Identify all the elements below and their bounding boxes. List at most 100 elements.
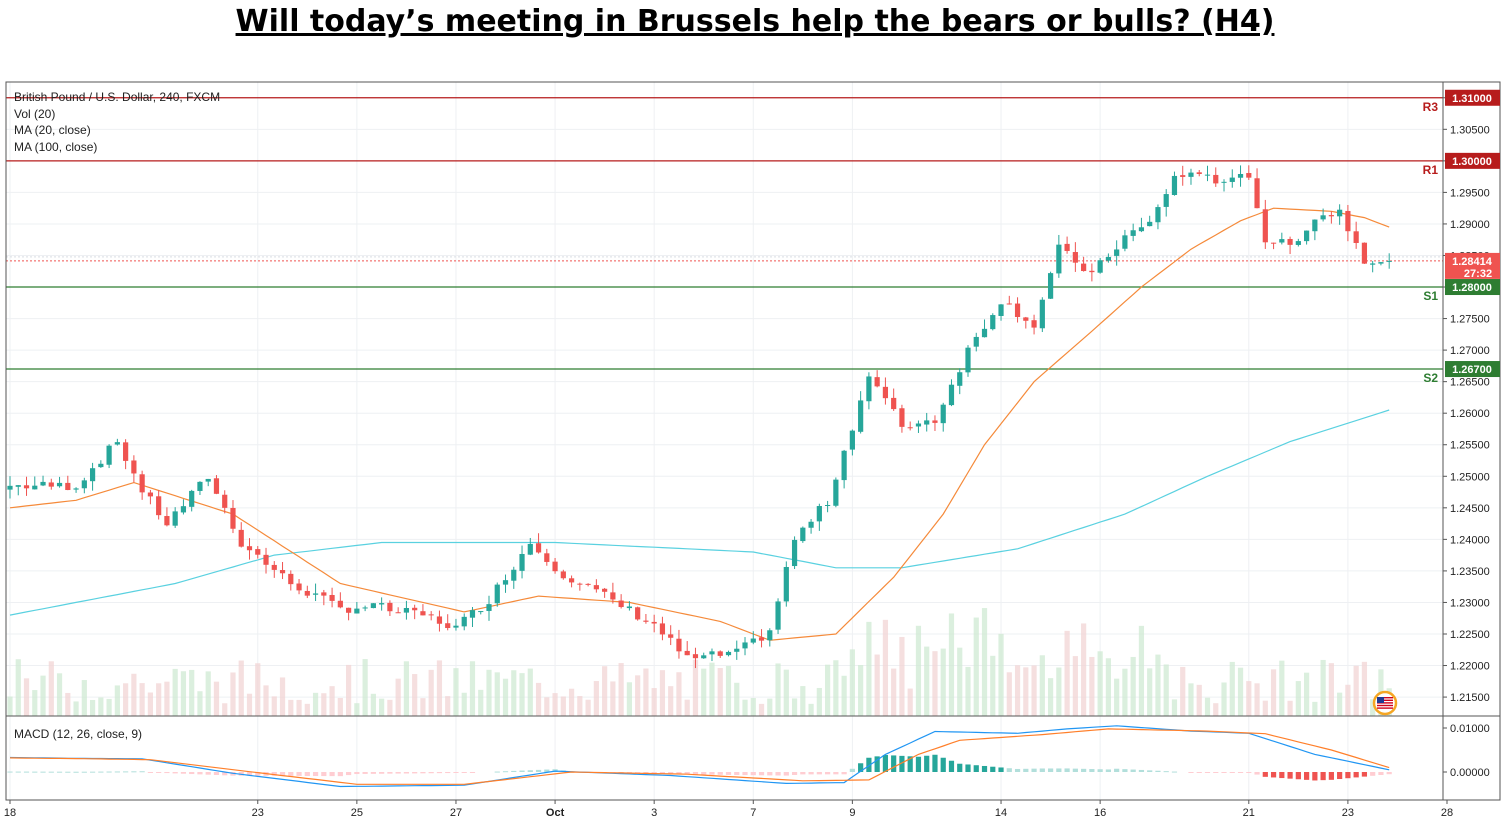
volume-bar xyxy=(131,673,137,716)
chart-title: Will today’s meeting in Brussels help th… xyxy=(235,4,1275,39)
macd-histogram-bar xyxy=(428,772,434,774)
candle-body xyxy=(147,492,153,497)
candlesticks[interactable] xyxy=(7,165,1392,669)
candle-body xyxy=(932,420,938,423)
support-resistance-levels: R3 R1 S1 S2 xyxy=(6,97,1443,385)
time-axis[interactable]: 18 23 25 27 Oct 3 7 9 14 16 21 23 28 xyxy=(4,800,1453,819)
volume-bar xyxy=(40,675,46,716)
candle-body xyxy=(428,614,434,616)
price-axis[interactable]: 1.310001.305001.300001.295001.290001.285… xyxy=(1443,93,1490,779)
macd-histogram-bar xyxy=(1006,768,1012,772)
candle-body xyxy=(321,592,327,596)
macd-histogram-bar xyxy=(1014,768,1021,772)
volume-bar xyxy=(833,660,839,716)
volume-bar xyxy=(337,697,343,716)
price-tag-label: 1.28000 xyxy=(1452,282,1492,294)
macd-histogram-bar xyxy=(717,772,723,775)
macd-histogram-bar xyxy=(1386,772,1392,775)
volume-bar xyxy=(1122,668,1128,716)
x-tick-label: 23 xyxy=(1342,807,1354,819)
macd-histogram-bar xyxy=(1304,772,1310,780)
flag-stripe xyxy=(1377,704,1393,707)
macd-histogram-bar xyxy=(1254,772,1260,775)
x-tick-label: 25 xyxy=(351,807,363,819)
macd-histogram-bar xyxy=(725,772,732,775)
candle-body xyxy=(899,408,905,427)
macd-histogram-bar xyxy=(312,772,319,777)
candle-body xyxy=(717,651,723,656)
macd-histogram-bar xyxy=(899,755,905,772)
volume-bar xyxy=(15,659,21,716)
volume-bar xyxy=(1337,692,1343,716)
volume-bar xyxy=(445,696,451,716)
macd-histogram-bar xyxy=(692,772,699,775)
macd-histogram-bar xyxy=(1237,772,1244,773)
candle-body xyxy=(618,600,624,608)
volume-bar xyxy=(106,698,112,716)
candle-body xyxy=(205,478,211,482)
volume-bar xyxy=(585,699,591,716)
volume-bar xyxy=(1204,697,1211,716)
macd-histogram-bar xyxy=(246,772,253,776)
candle-body xyxy=(279,570,286,574)
volume-bar xyxy=(1105,658,1111,716)
macd-histogram-bar xyxy=(825,772,831,775)
volume-bar xyxy=(1237,667,1244,716)
volume-bar xyxy=(610,681,616,716)
macd-histogram-bar xyxy=(1163,771,1169,773)
price-tag-label: 1.30000 xyxy=(1452,156,1492,168)
y-tick-label: 1.23000 xyxy=(1450,597,1490,609)
macd-histogram-bar xyxy=(891,755,897,772)
candle-body xyxy=(684,650,690,656)
macd-histogram-bar xyxy=(395,772,401,774)
macd-histogram-bar xyxy=(866,757,872,772)
macd-histogram-bar xyxy=(65,771,71,773)
candle-body xyxy=(858,400,864,432)
macd-histogram-bar xyxy=(808,772,814,775)
candle-body xyxy=(1270,242,1277,244)
macd-histogram-bar xyxy=(1229,772,1235,773)
volume-bar xyxy=(651,688,657,716)
candle-body xyxy=(709,651,715,655)
candle-body xyxy=(626,606,632,609)
macd-histogram-bar xyxy=(1023,768,1029,772)
volume-bar xyxy=(1163,664,1169,716)
macd-histogram-bar xyxy=(1056,768,1062,772)
macd-histogram-bar xyxy=(346,772,352,776)
us-flag-icon[interactable] xyxy=(1372,690,1398,716)
macd-histogram-bar xyxy=(197,772,203,775)
ma20-path xyxy=(9,207,1390,641)
volume-bar xyxy=(147,692,153,716)
volume-bar xyxy=(1064,630,1070,716)
candle-body xyxy=(395,612,401,614)
x-tick-label: 7 xyxy=(750,807,756,819)
candle-body xyxy=(783,567,789,602)
volume-bar xyxy=(271,696,277,716)
y-tick-label: 1.25000 xyxy=(1450,471,1490,483)
candle-body xyxy=(915,423,922,427)
candle-body xyxy=(1039,299,1045,329)
candle-body xyxy=(568,578,575,583)
volume-bar xyxy=(230,672,236,716)
candle-body xyxy=(354,608,360,614)
macd-histogram-bar xyxy=(1328,772,1334,780)
ma100-path xyxy=(9,409,1390,616)
candle-body xyxy=(1155,207,1161,223)
volume-bar xyxy=(990,655,996,716)
macd-histogram-bar xyxy=(1279,772,1285,779)
volume-bar xyxy=(998,633,1004,716)
volume-bar xyxy=(478,689,484,716)
macd-histogram-bar xyxy=(73,771,79,773)
candle-body xyxy=(998,304,1004,316)
y-tick-label: 1.29000 xyxy=(1450,219,1490,231)
macd-histogram-bar xyxy=(775,772,781,776)
macd-histogram-bar xyxy=(370,772,376,774)
candle-body xyxy=(511,569,517,581)
volume-bar xyxy=(1361,661,1368,716)
volume-bar xyxy=(81,680,87,716)
volume-bar xyxy=(568,688,575,716)
candle-body xyxy=(866,376,872,402)
candle-body xyxy=(502,580,509,585)
macd-histogram-bar xyxy=(1361,772,1368,777)
